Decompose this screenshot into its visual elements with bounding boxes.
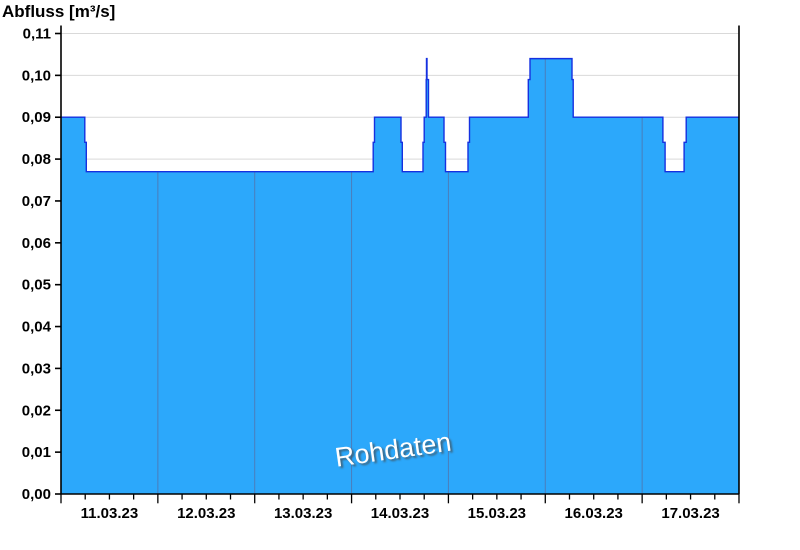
svg-text:0,03: 0,03 [22,360,51,377]
svg-text:16.03.23: 16.03.23 [565,505,623,522]
svg-text:0,02: 0,02 [22,402,51,419]
svg-text:14.03.23: 14.03.23 [371,505,429,522]
svg-text:0,07: 0,07 [22,193,51,210]
svg-text:11.03.23: 11.03.23 [81,505,139,522]
svg-text:0,05: 0,05 [22,277,51,294]
svg-text:0,10: 0,10 [22,67,51,84]
svg-text:15.03.23: 15.03.23 [468,505,526,522]
svg-text:0,11: 0,11 [23,26,51,43]
svg-text:0,09: 0,09 [22,109,51,126]
svg-text:12.03.23: 12.03.23 [177,505,235,522]
svg-text:0,00: 0,00 [22,486,51,503]
svg-text:13.03.23: 13.03.23 [274,505,332,522]
svg-text:0,08: 0,08 [22,151,51,168]
svg-text:0,04: 0,04 [22,319,52,336]
svg-text:0,01: 0,01 [22,444,51,461]
svg-text:17.03.23: 17.03.23 [661,505,719,522]
svg-text:0,06: 0,06 [22,235,51,252]
